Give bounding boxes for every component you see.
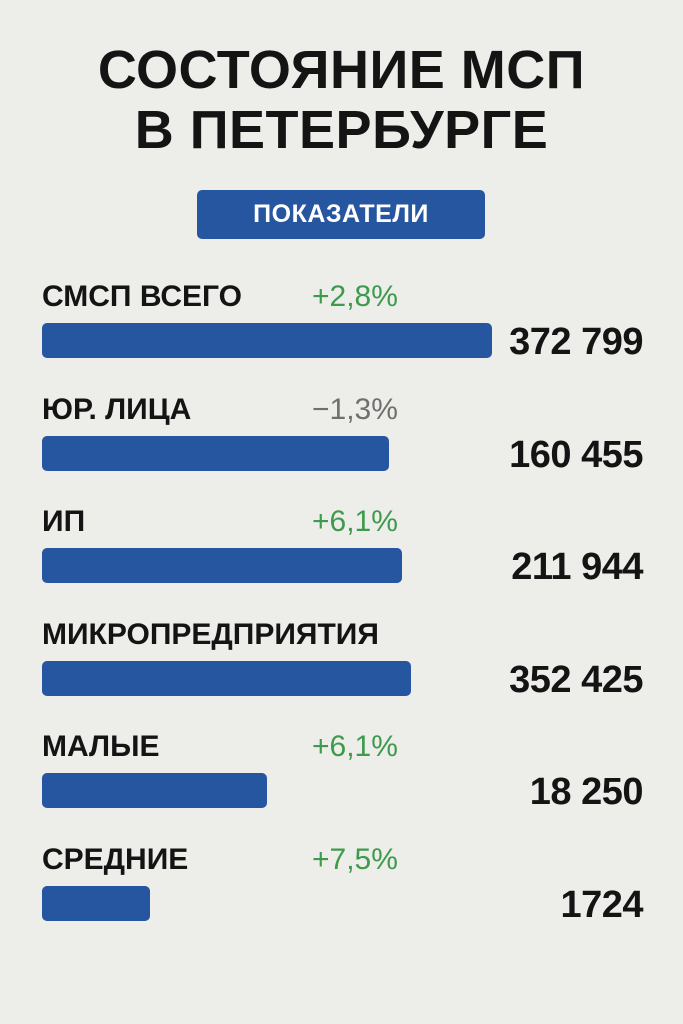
indicator-bar — [42, 548, 402, 583]
indicator-change: +2,8% — [312, 280, 398, 313]
indicator-bar — [42, 885, 150, 921]
title-line-1: СОСТОЯНИЕ МСП — [97, 40, 586, 100]
indicator-row: СРЕДНИЕ +7,5% 1724 — [0, 843, 683, 943]
indicator-bar — [42, 323, 492, 358]
indicator-change: +7,5% — [312, 842, 398, 876]
indicator-change: −1,3% — [312, 392, 398, 426]
indicator-bar — [42, 773, 267, 808]
indicator-label: МИКРОПРЕДПРИЯТИЯ — [42, 617, 379, 651]
indicator-label: СРЕДНИЕ — [42, 842, 189, 876]
page-title: СОСТОЯНИЕ МСП В ПЕТЕРБУРГЕ — [0, 40, 683, 160]
indicator-label: МАЛЫЕ — [42, 730, 160, 763]
indicator-value: 1724 — [560, 883, 643, 926]
title-line-2: В ПЕТЕРБУРГЕ — [134, 100, 549, 160]
indicator-row: ЮР. ЛИЦА −1,3% 160 455 — [0, 393, 683, 493]
indicator-bar — [42, 660, 411, 696]
indicators-badge: ПОКАЗАТЕЛИ — [197, 190, 485, 239]
indicator-value: 18 250 — [529, 771, 644, 813]
indicator-value: 352 425 — [509, 658, 643, 701]
indicator-value: 211 944 — [511, 546, 643, 588]
indicator-row: ИП +6,1% 211 944 — [0, 505, 683, 605]
indicator-value: 372 799 — [509, 321, 643, 363]
indicator-row: СМСП ВСЕГО +2,8% 372 799 — [0, 280, 683, 380]
indicator-value: 160 455 — [509, 433, 643, 476]
indicator-change: +6,1% — [312, 730, 398, 763]
indicator-label: СМСП ВСЕГО — [42, 280, 242, 313]
indicator-label: ИП — [42, 505, 86, 538]
indicator-label: ЮР. ЛИЦА — [42, 392, 192, 426]
indicator-row: МАЛЫЕ +6,1% 18 250 — [0, 730, 683, 830]
indicator-bar — [42, 435, 389, 471]
indicator-change: +6,1% — [312, 505, 398, 538]
indicator-row: МИКРОПРЕДПРИЯТИЯ 352 425 — [0, 618, 683, 718]
